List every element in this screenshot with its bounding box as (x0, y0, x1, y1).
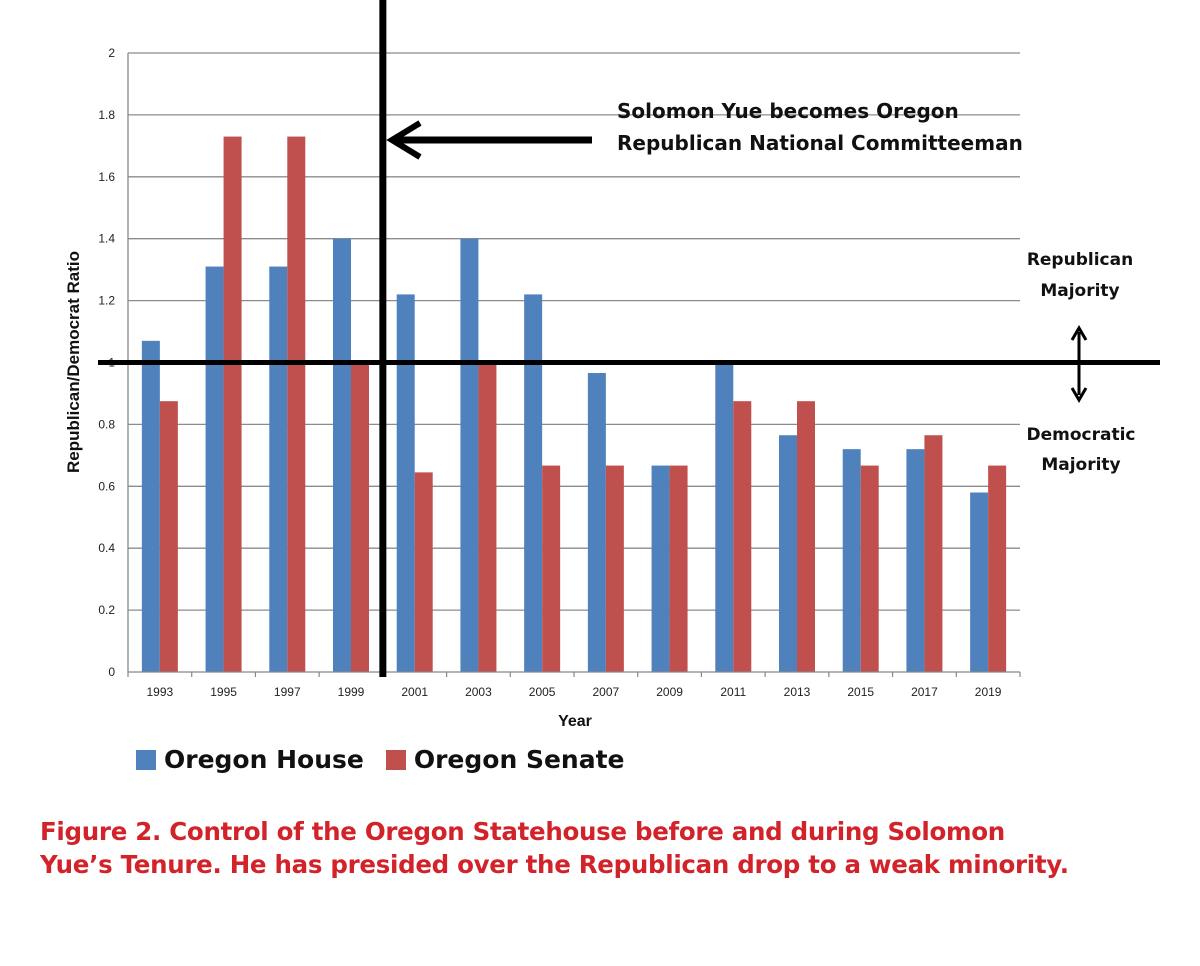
x-tick-label: 2011 (720, 685, 746, 699)
legend-item-senate: Oregon Senate (385, 745, 625, 774)
y-tick-label: 1.6 (98, 170, 115, 184)
republican-majority-line2: Majority (1040, 281, 1119, 301)
x-tick-label: 2001 (401, 685, 428, 699)
bar-oregon-senate-1999 (351, 362, 369, 672)
bar-oregon-senate-2017 (924, 435, 943, 672)
bar-oregon-senate-2011 (733, 401, 752, 672)
y-axis-title: Republican/Democrat Ratio (64, 251, 83, 473)
y-tick-label: 0.4 (98, 541, 115, 555)
y-tick-label: 2 (108, 46, 115, 60)
bar-oregon-house-2007 (587, 373, 606, 672)
x-tick-label: 2003 (465, 685, 492, 699)
y-tick-label: 0.6 (98, 479, 115, 493)
bars (141, 136, 1007, 672)
bar-oregon-house-2011 (715, 362, 734, 672)
y-tick-label: 0.8 (98, 417, 115, 431)
y-tick-label: 0.2 (98, 603, 115, 617)
y-tick-label: 1.4 (98, 232, 115, 246)
bar-oregon-senate-2001 (414, 472, 433, 672)
x-tick-label: 2015 (847, 685, 874, 699)
bar-oregon-senate-2019 (988, 465, 1007, 672)
caption-line-1: Figure 2. Control of the Oregon Statehou… (40, 817, 1005, 846)
bar-oregon-house-2017 (906, 449, 925, 672)
x-tick-label: 2019 (975, 685, 1002, 699)
bar-oregon-senate-2009 (669, 465, 688, 672)
bar-oregon-senate-2003 (478, 362, 497, 672)
reference-lines (98, 0, 1160, 677)
event-annotation-line2: Republican National Committeeman (617, 131, 1023, 155)
x-tick-label: 2013 (784, 685, 811, 699)
bar-oregon-senate-2015 (860, 465, 879, 672)
y-axis-ticks: 00.20.40.60.811.21.41.61.82 (98, 46, 115, 679)
x-tick-label: 2005 (529, 685, 556, 699)
bar-oregon-house-2009 (651, 465, 670, 672)
arrow-up-icon (1070, 325, 1088, 341)
bar-oregon-house-2013 (779, 435, 797, 672)
x-tick-label: 1997 (274, 685, 301, 699)
bar-oregon-senate-1997 (287, 136, 306, 672)
x-tick-label: 2007 (593, 685, 620, 699)
x-tick-label: 2009 (656, 685, 683, 699)
y-tick-label: 0 (108, 665, 115, 679)
left-arrow-icon (386, 120, 422, 160)
bar-oregon-house-1993 (141, 340, 160, 672)
republican-majority-line1: Republican (1027, 250, 1133, 270)
bar-oregon-house-2003 (460, 238, 479, 672)
x-tick-label: 1993 (147, 685, 174, 699)
x-tick-label: 1995 (210, 685, 237, 699)
x-tick-label: 1999 (338, 685, 365, 699)
x-tick-label: 2017 (911, 685, 938, 699)
bar-oregon-senate-2013 (797, 401, 815, 672)
x-axis-ticks: 1993 1995 1997 1999 2001 2003 2005 2007 2009 2011… (147, 685, 1002, 699)
bar-oregon-senate-1995 (223, 136, 242, 672)
bar-chart: 00.20.40.60.811.21.41.61.82 199319951997… (64, 0, 1160, 730)
bar-oregon-senate-2007 (605, 465, 624, 672)
bar-oregon-house-2005 (524, 294, 543, 672)
legend: Oregon House Oregon Senate (136, 745, 647, 774)
democratic-majority-line2: Majority (1041, 455, 1120, 475)
legend-label-house: Oregon House (164, 745, 364, 774)
figure-caption: Figure 2. Control of the Oregon Statehou… (40, 815, 1180, 881)
bar-oregon-senate-1993 (159, 401, 178, 672)
legend-item-house: Oregon House (136, 745, 364, 774)
democratic-majority-line1: Democratic (1027, 425, 1136, 445)
y-tick-label: 1.8 (98, 108, 115, 122)
legend-label-senate: Oregon Senate (413, 745, 625, 774)
caption-line-2: Yue’s Tenure. He has presided over the R… (40, 850, 1069, 879)
bar-oregon-house-1997 (269, 266, 288, 672)
bar-oregon-senate-2005 (542, 465, 561, 672)
bar-oregon-house-2001 (396, 294, 415, 672)
event-annotation-line1: Solomon Yue becomes Oregon (617, 99, 959, 123)
legend-swatch-house (136, 749, 156, 770)
bar-oregon-house-2015 (842, 449, 861, 672)
bar-oregon-house-1995 (205, 266, 224, 672)
bar-oregon-house-1999 (333, 238, 351, 672)
x-axis-title: Year (558, 713, 592, 730)
y-tick-label: 1.2 (98, 294, 115, 308)
arrow-down-icon (1070, 387, 1088, 403)
legend-swatch-senate (385, 749, 406, 770)
bar-oregon-house-2019 (970, 492, 989, 672)
